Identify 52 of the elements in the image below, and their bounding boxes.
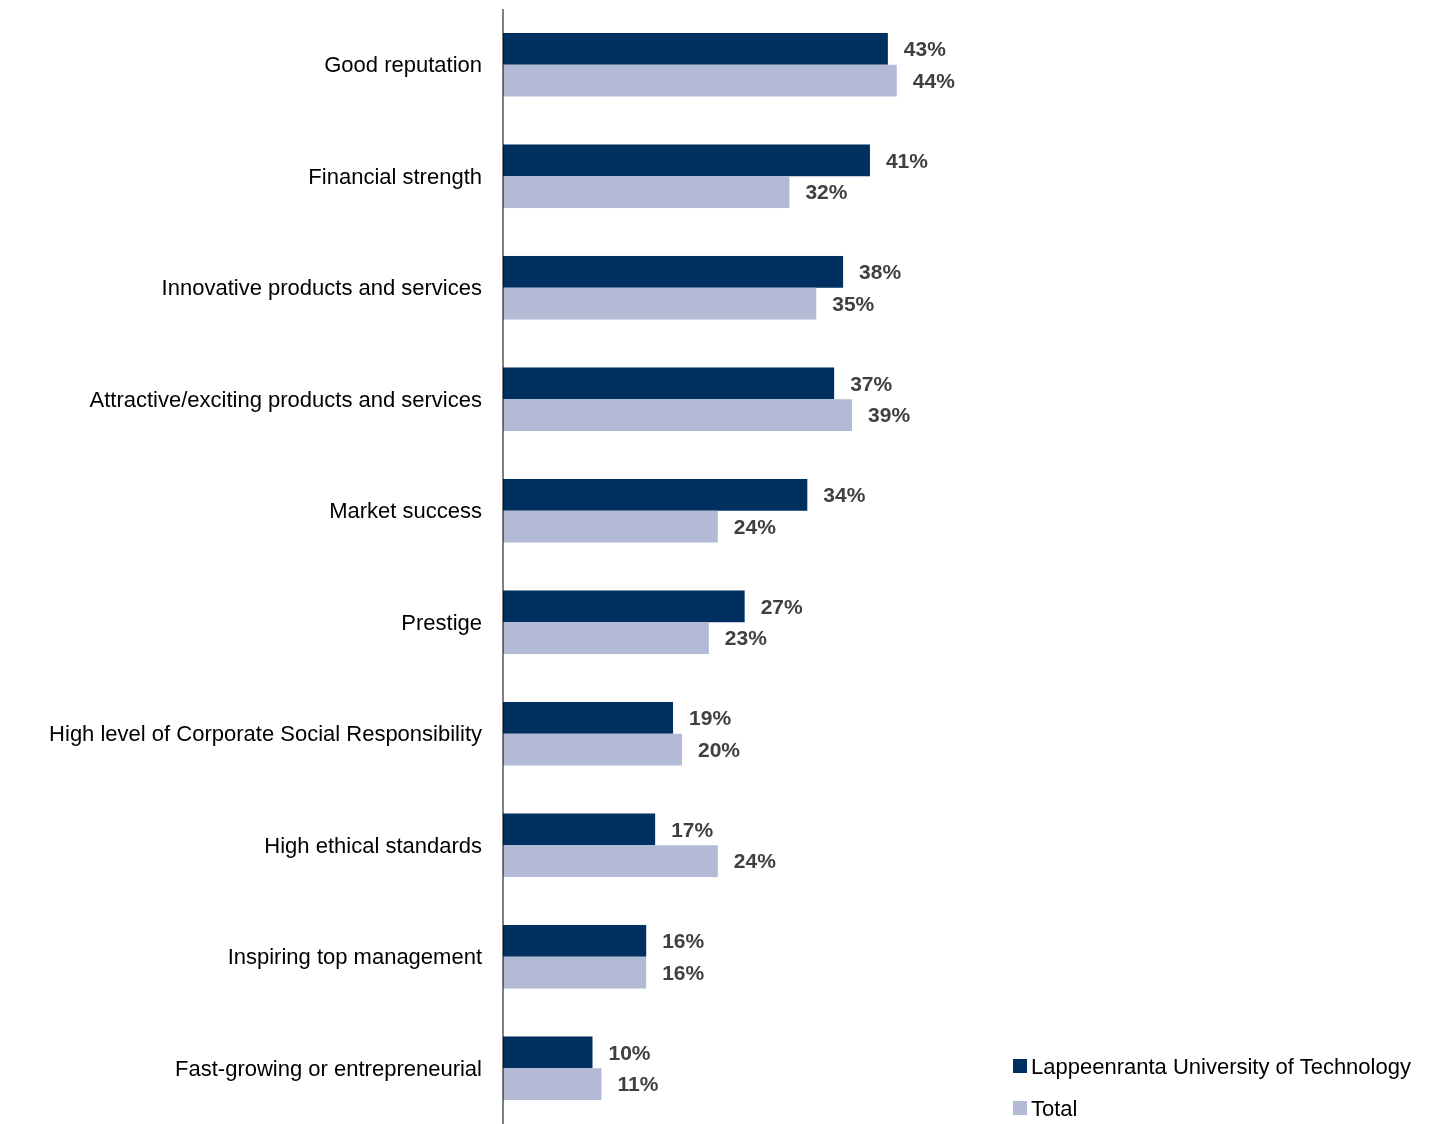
data-label: 37%: [850, 371, 893, 395]
data-label: 17%: [671, 817, 714, 841]
data-label: 32%: [805, 180, 848, 204]
bar: [503, 510, 718, 543]
data-label: 24%: [733, 514, 777, 538]
bar: [503, 733, 682, 766]
legend-label: Total: [1031, 1095, 1078, 1121]
data-label: 39%: [868, 403, 911, 427]
data-label: 11%: [617, 1072, 659, 1096]
data-label: 44%: [912, 68, 956, 92]
bar: [503, 590, 745, 623]
bar: [503, 176, 790, 209]
bar: [503, 144, 870, 177]
y-tick-label: Attractive/exciting products and services: [89, 386, 482, 412]
data-label: 16%: [662, 929, 705, 953]
data-label: 16%: [662, 960, 705, 984]
bar: [503, 622, 709, 655]
bar: [503, 701, 674, 734]
y-tick-label: High ethical standards: [264, 832, 482, 858]
data-label: 35%: [832, 291, 875, 315]
bar: [503, 255, 844, 288]
bar: [503, 1036, 593, 1069]
bar: [503, 367, 835, 400]
bar: [503, 924, 647, 957]
bar: [503, 813, 656, 846]
data-label: 41%: [885, 148, 929, 172]
bar: [503, 287, 817, 320]
y-tick-label: Market success: [329, 498, 482, 524]
y-tick-label: Financial strength: [308, 163, 482, 189]
y-tick-label: High level of Corporate Social Responsibility: [49, 721, 482, 747]
data-label: 10%: [608, 1040, 651, 1064]
data-label: 24%: [733, 849, 777, 873]
bar: [503, 32, 888, 65]
bar: [503, 1068, 602, 1101]
bar: [503, 64, 897, 97]
bar: [503, 399, 853, 432]
data-label: 38%: [859, 260, 902, 284]
data-label: 27%: [760, 594, 804, 618]
y-tick-label: Prestige: [401, 609, 482, 635]
y-tick-label: Fast-growing or entrepreneurial: [175, 1055, 482, 1081]
data-label: 19%: [689, 706, 732, 730]
data-label: 34%: [823, 483, 866, 507]
data-label: 23%: [724, 626, 768, 650]
bar: [503, 956, 647, 989]
bar: [503, 478, 808, 511]
data-label: 43%: [903, 37, 947, 61]
y-tick-label: Innovative products and services: [161, 275, 482, 301]
y-tick-label: Inspiring top management: [227, 944, 482, 970]
legend-label: Lappeenranta University of Technology: [1031, 1053, 1411, 1079]
bar: [503, 845, 718, 878]
y-tick-label: Good reputation: [324, 52, 482, 78]
data-label: 20%: [698, 737, 741, 761]
